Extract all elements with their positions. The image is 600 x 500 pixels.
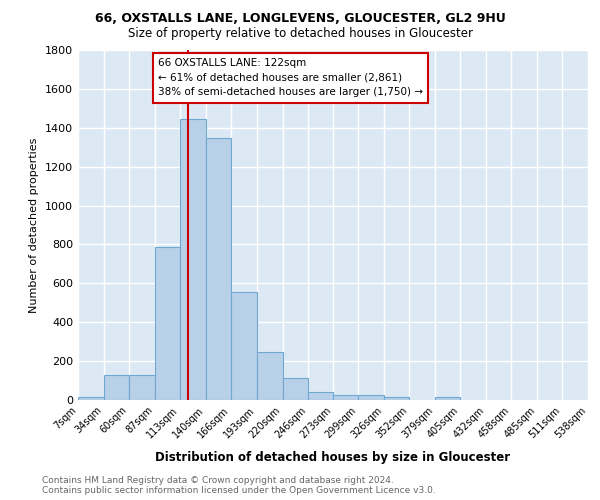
Bar: [308, 392, 334, 400]
Bar: [358, 394, 385, 400]
Y-axis label: Number of detached properties: Number of detached properties: [29, 138, 40, 312]
X-axis label: Distribution of detached houses by size in Gloucester: Distribution of detached houses by size …: [155, 451, 511, 464]
Bar: [283, 378, 308, 400]
Bar: [180, 119, 206, 400]
Bar: [155, 248, 180, 400]
Bar: [435, 396, 460, 400]
Text: Size of property relative to detached houses in Gloucester: Size of property relative to detached ho…: [128, 28, 473, 40]
Bar: [104, 374, 129, 400]
Bar: [385, 396, 409, 400]
Bar: [78, 397, 104, 400]
Text: 66 OXSTALLS LANE: 122sqm
← 61% of detached houses are smaller (2,861)
38% of sem: 66 OXSTALLS LANE: 122sqm ← 61% of detach…: [158, 58, 423, 98]
Bar: [129, 374, 155, 400]
Text: Contains HM Land Registry data © Crown copyright and database right 2024.
Contai: Contains HM Land Registry data © Crown c…: [42, 476, 436, 495]
Bar: [257, 352, 283, 400]
Text: 66, OXSTALLS LANE, LONGLEVENS, GLOUCESTER, GL2 9HU: 66, OXSTALLS LANE, LONGLEVENS, GLOUCESTE…: [95, 12, 505, 26]
Bar: [231, 292, 257, 400]
Bar: [206, 138, 231, 400]
Bar: [334, 394, 358, 400]
